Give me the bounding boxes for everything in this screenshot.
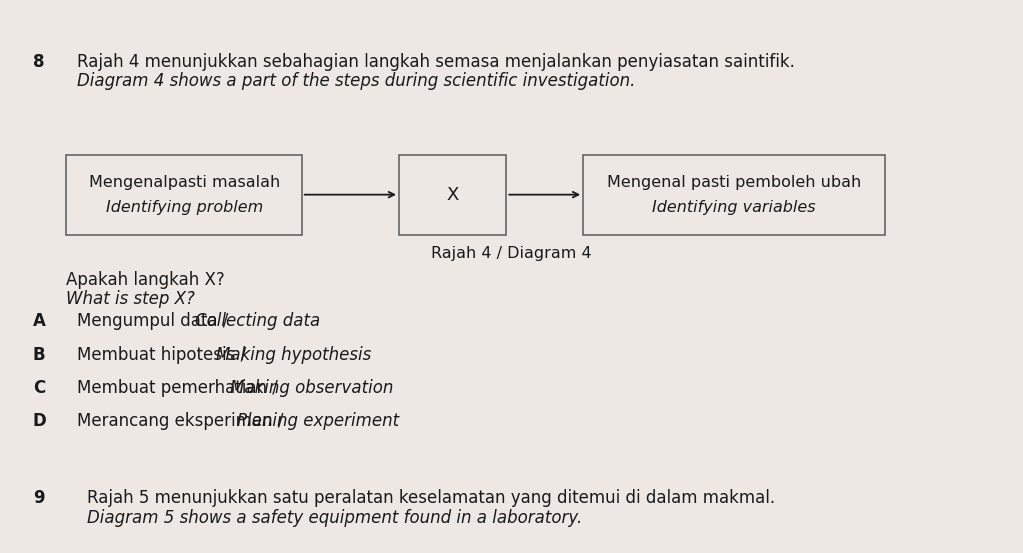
- Text: Membuat pemerhatian /: Membuat pemerhatian /: [77, 379, 282, 397]
- Text: Mengenalpasti masalah: Mengenalpasti masalah: [89, 175, 279, 190]
- Text: Diagram 5 shows a safety equipment found in a laboratory.: Diagram 5 shows a safety equipment found…: [87, 509, 582, 527]
- Text: 8: 8: [33, 53, 44, 71]
- Text: Planing experiment: Planing experiment: [236, 412, 399, 430]
- Text: A: A: [33, 312, 46, 331]
- Text: Apakah langkah X?: Apakah langkah X?: [66, 271, 225, 289]
- Text: Membuat hipotesis /: Membuat hipotesis /: [77, 346, 252, 364]
- Text: X: X: [446, 186, 459, 204]
- Text: Diagram 4 shows a part of the steps during scientific investigation.: Diagram 4 shows a part of the steps duri…: [77, 72, 635, 90]
- Text: C: C: [33, 379, 45, 397]
- Text: 9: 9: [33, 489, 44, 508]
- Text: D: D: [33, 412, 46, 430]
- Text: Collecting data: Collecting data: [195, 312, 320, 331]
- Text: Identifying variables: Identifying variables: [653, 200, 815, 215]
- Text: B: B: [33, 346, 45, 364]
- Text: Making hypothesis: Making hypothesis: [216, 346, 371, 364]
- Text: Mengumpul data /: Mengumpul data /: [77, 312, 233, 331]
- Text: Rajah 4 / Diagram 4: Rajah 4 / Diagram 4: [431, 246, 592, 261]
- Text: Identifying problem: Identifying problem: [105, 200, 263, 215]
- Text: Mengenal pasti pemboleh ubah: Mengenal pasti pemboleh ubah: [607, 175, 861, 190]
- Text: Rajah 4 menunjukkan sebahagian langkah semasa menjalankan penyiasatan saintifik.: Rajah 4 menunjukkan sebahagian langkah s…: [77, 53, 795, 71]
- Text: What is step X?: What is step X?: [66, 290, 195, 308]
- Text: Merancang eksperimen /: Merancang eksperimen /: [77, 412, 288, 430]
- Text: Making observation: Making observation: [230, 379, 393, 397]
- Text: Rajah 5 menunjukkan satu peralatan keselamatan yang ditemui di dalam makmal.: Rajah 5 menunjukkan satu peralatan kesel…: [87, 489, 775, 508]
